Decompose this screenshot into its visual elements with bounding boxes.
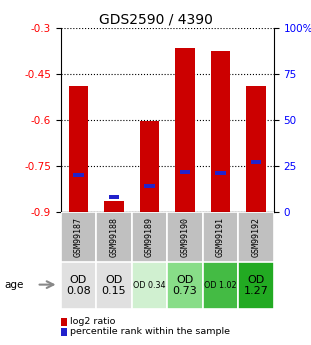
Bar [69, 86, 88, 212]
Text: OD 0.34: OD 0.34 [133, 281, 166, 290]
FancyBboxPatch shape [203, 262, 238, 309]
FancyBboxPatch shape [96, 262, 132, 309]
Text: GSM99191: GSM99191 [216, 217, 225, 257]
Bar [61, 328, 67, 336]
Text: OD
0.15: OD 0.15 [102, 275, 126, 296]
Bar [179, 169, 190, 174]
Text: GSM99192: GSM99192 [251, 217, 260, 257]
Bar [175, 48, 195, 212]
Text: GSM99190: GSM99190 [180, 217, 189, 257]
Text: GSM99187: GSM99187 [74, 217, 83, 257]
FancyBboxPatch shape [96, 212, 132, 262]
Bar [140, 121, 159, 212]
Text: GSM99188: GSM99188 [109, 217, 118, 257]
FancyBboxPatch shape [238, 212, 274, 262]
Bar [211, 51, 230, 212]
Bar [104, 201, 124, 212]
FancyBboxPatch shape [61, 212, 96, 262]
FancyBboxPatch shape [61, 262, 96, 309]
Bar [251, 160, 261, 164]
Bar [61, 318, 67, 326]
Bar [73, 173, 84, 177]
Text: OD
0.73: OD 0.73 [173, 275, 197, 296]
Text: OD
1.27: OD 1.27 [244, 275, 268, 296]
Bar [246, 86, 266, 212]
Text: OD
0.08: OD 0.08 [66, 275, 91, 296]
Bar [144, 184, 155, 188]
FancyBboxPatch shape [203, 212, 238, 262]
Text: age: age [5, 280, 24, 289]
FancyBboxPatch shape [132, 212, 167, 262]
Text: OD 1.02: OD 1.02 [204, 281, 237, 290]
FancyBboxPatch shape [132, 262, 167, 309]
Text: GDS2590 / 4390: GDS2590 / 4390 [99, 12, 212, 26]
Bar [215, 171, 226, 176]
FancyBboxPatch shape [167, 212, 203, 262]
FancyBboxPatch shape [238, 262, 274, 309]
Bar [109, 195, 119, 199]
FancyBboxPatch shape [167, 262, 203, 309]
Text: percentile rank within the sample: percentile rank within the sample [70, 327, 230, 336]
Text: log2 ratio: log2 ratio [70, 317, 115, 326]
Text: GSM99189: GSM99189 [145, 217, 154, 257]
